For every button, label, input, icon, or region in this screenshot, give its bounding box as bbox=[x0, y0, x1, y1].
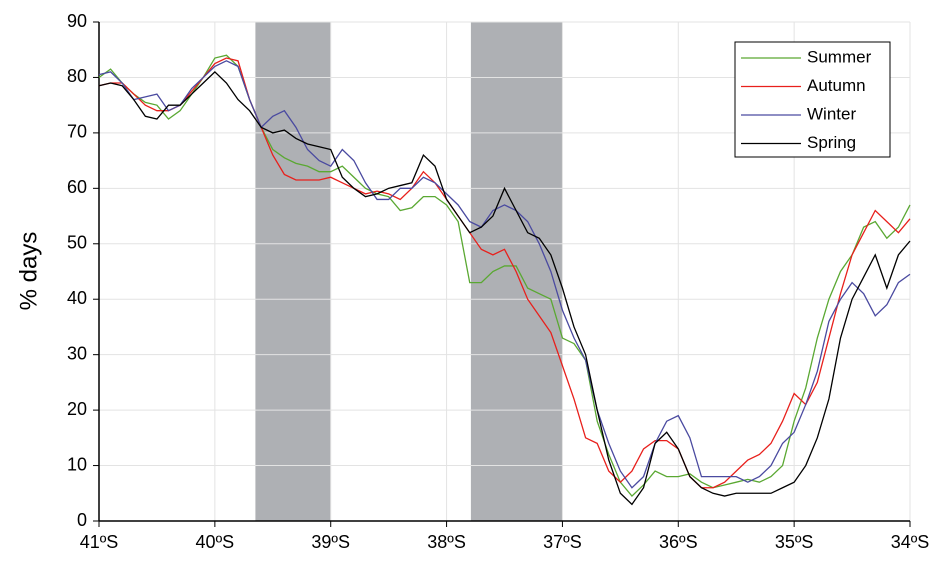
legend-label: Summer bbox=[807, 47, 872, 66]
y-tick-label: 10 bbox=[67, 454, 87, 474]
y-tick-label: 20 bbox=[67, 399, 87, 419]
series-line bbox=[98, 57, 911, 489]
y-tick-label: 0 bbox=[77, 510, 87, 530]
y-tick-label: 50 bbox=[67, 233, 87, 253]
x-tick-label: 35ºS bbox=[775, 532, 814, 552]
y-tick-label: 80 bbox=[67, 66, 87, 86]
series-line bbox=[98, 54, 911, 498]
legend-label: Autumn bbox=[807, 76, 866, 95]
x-tick-label: 36ºS bbox=[659, 532, 698, 552]
series-line bbox=[98, 71, 911, 506]
legend-label: Winter bbox=[807, 104, 856, 123]
x-tick-label: 37ºS bbox=[543, 532, 582, 552]
series-line bbox=[98, 60, 911, 489]
legend-label: Spring bbox=[807, 133, 856, 152]
y-tick-label: 90 bbox=[67, 11, 87, 31]
shaded-region bbox=[255, 22, 331, 521]
legend-box bbox=[734, 41, 891, 158]
y-tick-label: 30 bbox=[67, 343, 87, 363]
y-tick-label: 40 bbox=[67, 288, 87, 308]
y-tick-label: 60 bbox=[67, 177, 87, 197]
x-tick-label: 40ºS bbox=[196, 532, 235, 552]
y-axis-label: % days bbox=[15, 232, 42, 311]
x-tick-label: 41ºS bbox=[80, 532, 119, 552]
x-tick-label: 39ºS bbox=[311, 532, 350, 552]
x-tick-label: 38ºS bbox=[427, 532, 466, 552]
y-tick-label: 70 bbox=[67, 122, 87, 142]
x-tick-label: 34ºS bbox=[891, 532, 930, 552]
